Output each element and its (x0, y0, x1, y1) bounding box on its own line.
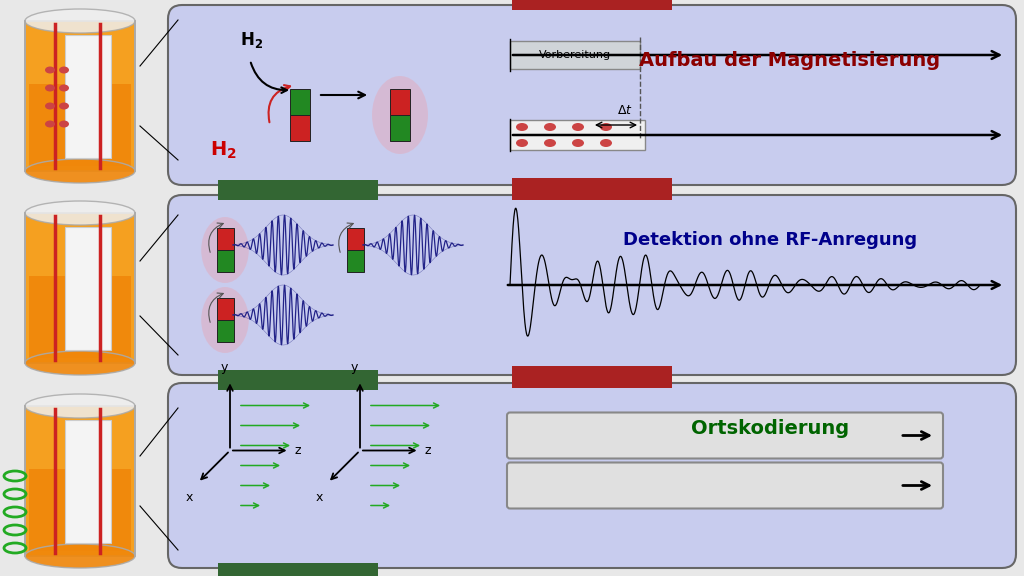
Ellipse shape (372, 76, 428, 154)
Ellipse shape (600, 139, 612, 147)
Bar (25, 21, 135, 171)
Ellipse shape (25, 159, 135, 183)
Ellipse shape (572, 139, 584, 147)
FancyBboxPatch shape (507, 463, 943, 509)
Ellipse shape (544, 123, 556, 131)
Ellipse shape (516, 139, 528, 147)
Bar (216, 228, 233, 250)
Ellipse shape (544, 139, 556, 147)
Ellipse shape (25, 201, 135, 225)
FancyBboxPatch shape (510, 41, 640, 69)
Text: Vorbereitung: Vorbereitung (539, 50, 611, 60)
Ellipse shape (59, 66, 69, 74)
Bar (65, 35, 111, 157)
Bar (390, 89, 410, 115)
Ellipse shape (25, 351, 135, 375)
Bar (512, 0, 672, 10)
Bar (218, 180, 378, 200)
Text: y: y (350, 362, 357, 374)
Text: z: z (424, 444, 431, 457)
Text: Ortskodierung: Ortskodierung (691, 419, 849, 438)
FancyBboxPatch shape (168, 195, 1016, 375)
Bar (290, 115, 310, 141)
Text: z: z (294, 444, 301, 457)
Ellipse shape (516, 123, 528, 131)
Bar (65, 226, 111, 350)
Text: x: x (316, 491, 324, 503)
Ellipse shape (201, 287, 249, 353)
Bar (218, 370, 378, 390)
FancyBboxPatch shape (168, 383, 1016, 568)
Bar (290, 89, 310, 115)
Bar (216, 298, 233, 320)
Text: $\mathbf{H_2}$: $\mathbf{H_2}$ (240, 30, 263, 50)
Text: Detektion ohne RF-Anregung: Detektion ohne RF-Anregung (623, 231, 918, 249)
Text: Aufbau der Magnetisierung: Aufbau der Magnetisierung (639, 51, 941, 70)
Text: y: y (220, 362, 227, 374)
Bar (512, 178, 672, 200)
Bar (25, 213, 135, 363)
Text: x: x (186, 491, 194, 503)
Ellipse shape (45, 66, 55, 74)
Bar (346, 250, 364, 272)
FancyBboxPatch shape (507, 412, 943, 458)
Ellipse shape (25, 394, 135, 418)
Ellipse shape (59, 103, 69, 109)
Ellipse shape (25, 9, 135, 33)
Bar (390, 115, 410, 141)
Bar (29, 275, 131, 358)
Ellipse shape (201, 217, 249, 283)
Bar (25, 406, 135, 556)
Bar (65, 419, 111, 543)
Text: $\Delta t$: $\Delta t$ (617, 104, 633, 117)
Ellipse shape (25, 544, 135, 568)
FancyBboxPatch shape (168, 5, 1016, 185)
Bar (218, 563, 378, 576)
Bar (29, 84, 131, 166)
Text: $\mathbf{H_2}$: $\mathbf{H_2}$ (210, 139, 237, 161)
Ellipse shape (59, 120, 69, 127)
Bar (512, 366, 672, 388)
Bar (29, 468, 131, 551)
Ellipse shape (600, 123, 612, 131)
Ellipse shape (45, 120, 55, 127)
Bar (346, 228, 364, 250)
Bar (216, 250, 233, 272)
FancyBboxPatch shape (510, 120, 645, 150)
Bar (216, 320, 233, 342)
Ellipse shape (572, 123, 584, 131)
Ellipse shape (59, 85, 69, 92)
Ellipse shape (45, 103, 55, 109)
Ellipse shape (45, 85, 55, 92)
